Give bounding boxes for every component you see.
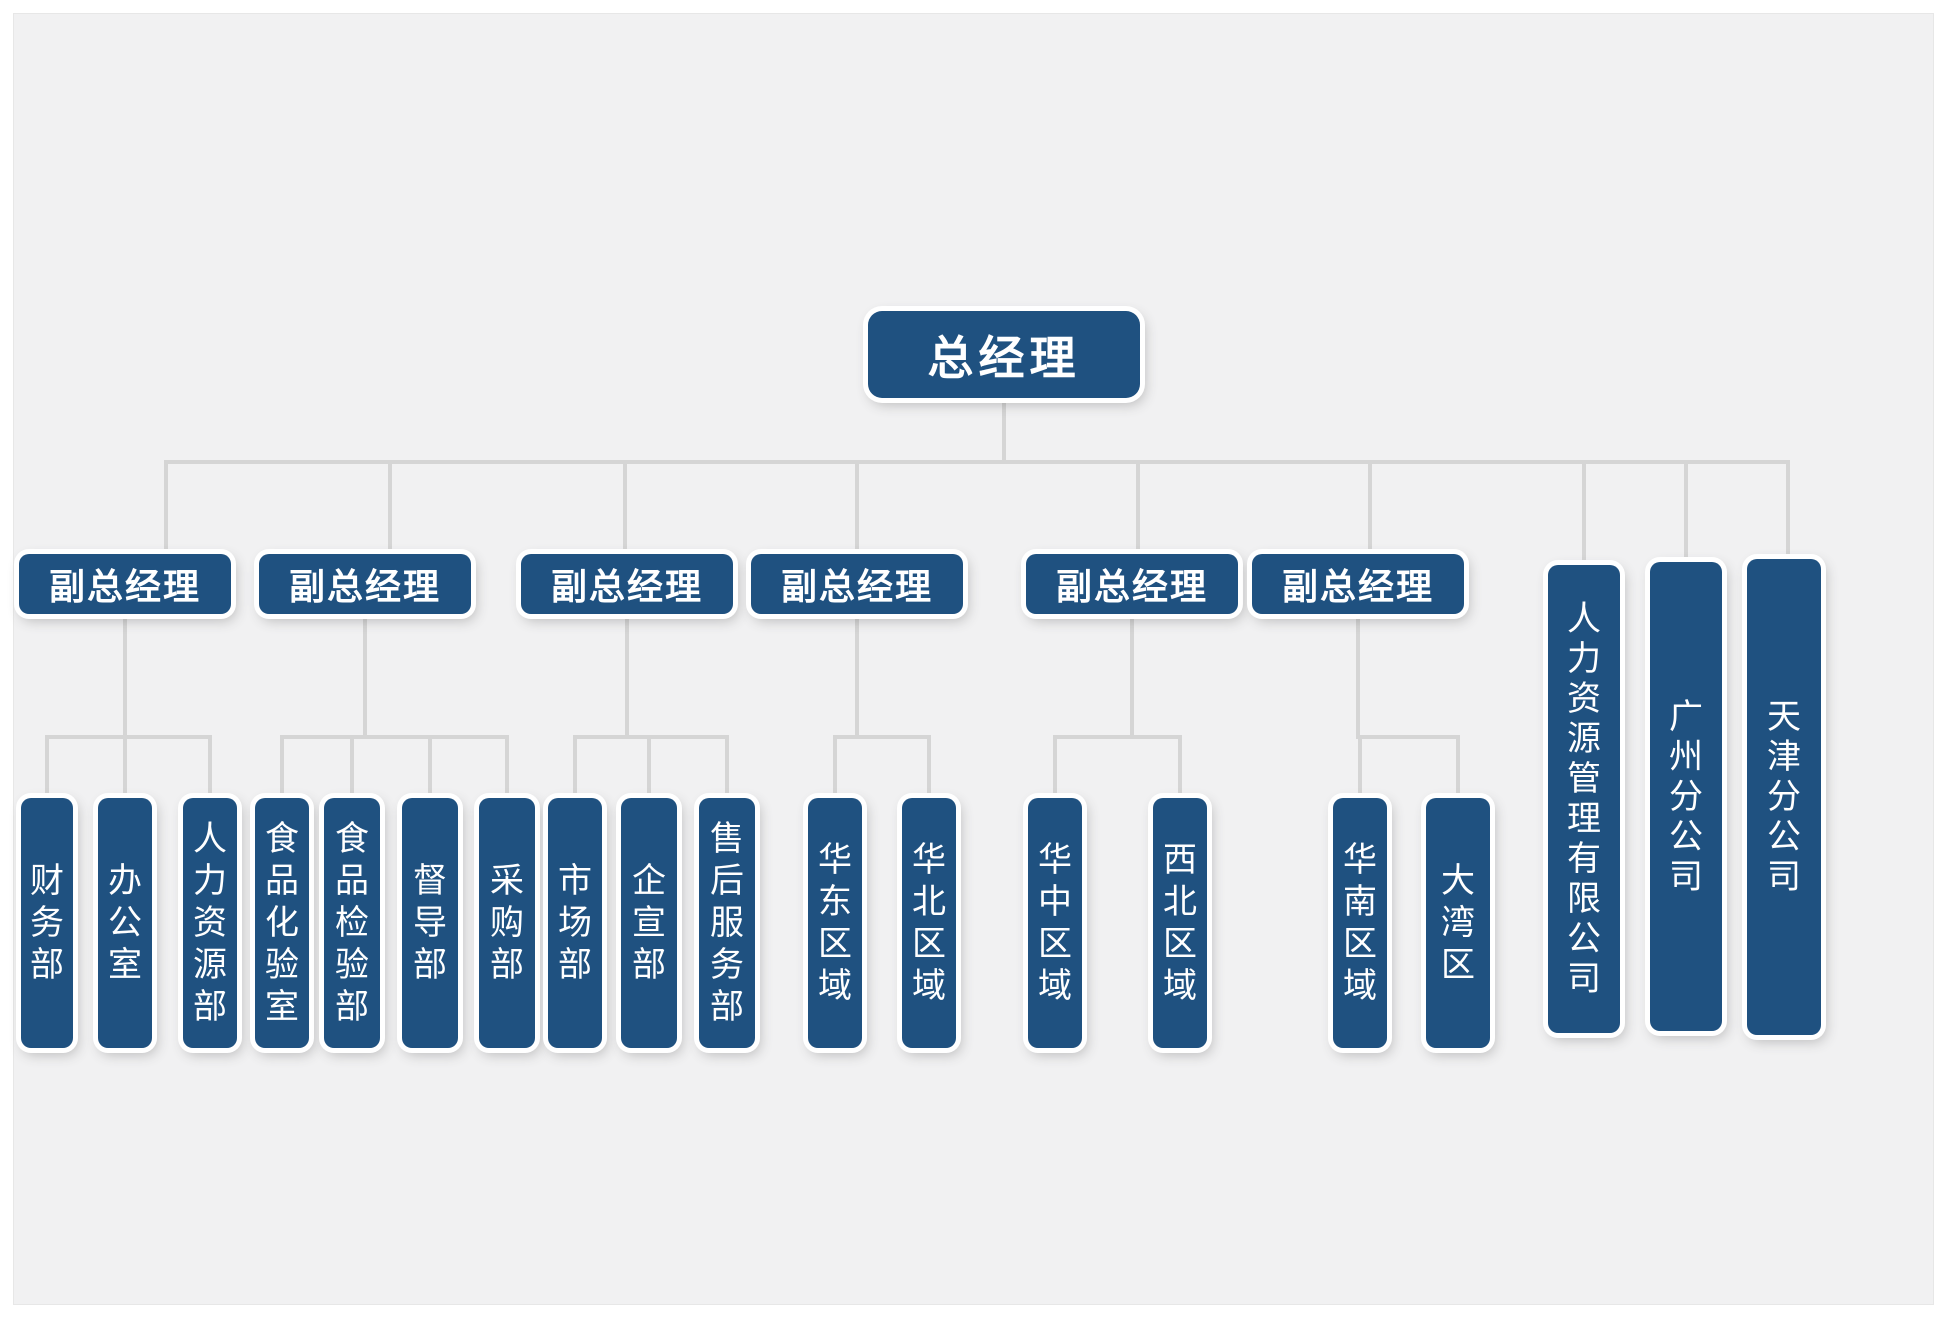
connector-group2-hbar — [280, 735, 509, 739]
connector-group1-drop-1 — [45, 735, 49, 802]
connector-group5-trunk — [1130, 612, 1134, 737]
connector-group4-hbar — [833, 735, 931, 739]
connector-group2-drop-2 — [350, 735, 354, 802]
node-label: 人力资源部 — [193, 819, 227, 1027]
connector-group3-trunk — [625, 612, 629, 737]
connector-group3-drop-2 — [647, 735, 651, 802]
node-hr-dept[interactable]: 人力资源部 — [183, 798, 237, 1048]
node-label: 市场部 — [558, 861, 592, 985]
node-label: 副总经理 — [780, 567, 933, 608]
connector-group1-drop-2 — [123, 735, 127, 802]
node-pr-dept[interactable]: 企宣部 — [621, 798, 677, 1048]
connector-group5-hbar — [1053, 735, 1182, 739]
node-deputy-gm-1[interactable]: 副总经理 — [19, 554, 231, 614]
chart-canvas — [13, 13, 1934, 1305]
connector-group4-drop-1 — [833, 735, 837, 802]
connector-root-trunk — [1002, 398, 1006, 464]
node-northwest-region[interactable]: 西北区域 — [1153, 798, 1207, 1048]
node-office[interactable]: 办公室 — [98, 798, 152, 1048]
node-greater-bay-area[interactable]: 大湾区 — [1426, 798, 1490, 1048]
node-purchasing-dept[interactable]: 采购部 — [479, 798, 535, 1048]
connector-group3-drop-1 — [573, 735, 577, 802]
connector-group4-trunk — [855, 612, 859, 737]
node-deputy-gm-4[interactable]: 副总经理 — [751, 554, 963, 614]
connector-drop-affiliate-2 — [1684, 460, 1688, 564]
node-label: 食品化验室 — [265, 819, 299, 1027]
connector-group1-trunk — [123, 612, 127, 737]
connector-group2-drop-1 — [280, 735, 284, 802]
node-market-dept[interactable]: 市场部 — [548, 798, 602, 1048]
connector-group2-drop-4 — [505, 735, 509, 802]
node-finance-dept[interactable]: 财务部 — [21, 798, 73, 1048]
node-deputy-gm-3[interactable]: 副总经理 — [521, 554, 733, 614]
node-label: 采购部 — [490, 861, 524, 985]
connector-group6-drop-1 — [1358, 735, 1362, 802]
node-food-lab[interactable]: 食品化验室 — [255, 798, 309, 1048]
connector-group3-drop-3 — [725, 735, 729, 802]
node-label: 华北区域 — [912, 840, 946, 1006]
node-label: 广州分公司 — [1669, 696, 1703, 897]
connector-group2-drop-3 — [428, 735, 432, 802]
connector-group4-drop-2 — [927, 735, 931, 802]
node-deputy-gm-6[interactable]: 副总经理 — [1252, 554, 1464, 614]
node-label: 办公室 — [108, 861, 142, 985]
node-label: 副总经理 — [550, 567, 703, 608]
node-deputy-gm-5[interactable]: 副总经理 — [1026, 554, 1238, 614]
node-label: 人力资源管理有限公司 — [1567, 599, 1601, 999]
node-label: 西北区域 — [1163, 840, 1197, 1006]
node-deputy-gm-2[interactable]: 副总经理 — [259, 554, 471, 614]
connector-group6-drop-2 — [1456, 735, 1460, 802]
connector-group3-hbar — [573, 735, 729, 739]
node-general-manager[interactable]: 总经理 — [868, 311, 1140, 398]
node-food-inspection-dept[interactable]: 食品检验部 — [324, 798, 380, 1048]
node-label: 副总经理 — [1055, 567, 1208, 608]
connector-drop-deputy-2 — [388, 460, 392, 556]
node-label: 华中区域 — [1038, 840, 1072, 1006]
connector-drop-deputy-5 — [1136, 460, 1140, 556]
connector-drop-affiliate-1 — [1582, 460, 1586, 567]
connector-group5-drop-1 — [1053, 735, 1057, 802]
node-label: 副总经理 — [288, 567, 441, 608]
node-label: 财务部 — [30, 861, 64, 985]
connector-drop-deputy-1 — [164, 460, 168, 556]
node-north-china-region[interactable]: 华北区域 — [902, 798, 956, 1048]
node-label: 华东区域 — [818, 840, 852, 1006]
node-central-china-region[interactable]: 华中区域 — [1028, 798, 1082, 1048]
node-label: 副总经理 — [1281, 567, 1434, 608]
connector-group1-drop-3 — [208, 735, 212, 802]
node-after-sales-dept[interactable]: 售后服务部 — [699, 798, 755, 1048]
connector-drop-deputy-3 — [623, 460, 627, 556]
node-south-china-region[interactable]: 华南区域 — [1333, 798, 1387, 1048]
connector-group1-hbar — [45, 735, 212, 739]
connector-group6-hbar — [1356, 735, 1460, 739]
node-label: 副总经理 — [48, 567, 201, 608]
connector-group2-trunk — [363, 612, 367, 737]
node-label: 天津分公司 — [1767, 697, 1801, 897]
node-label: 督导部 — [413, 861, 447, 985]
node-hr-management-company[interactable]: 人力资源管理有限公司 — [1548, 565, 1620, 1033]
node-label: 总经理 — [927, 330, 1081, 385]
node-label: 大湾区 — [1441, 861, 1475, 985]
node-tianjin-branch[interactable]: 天津分公司 — [1747, 559, 1821, 1035]
node-east-china-region[interactable]: 华东区域 — [808, 798, 862, 1048]
connector-drop-affiliate-3 — [1786, 460, 1790, 561]
connector-group5-drop-2 — [1178, 735, 1182, 802]
connector-group6-trunk — [1356, 612, 1360, 737]
node-label: 食品检验部 — [335, 819, 369, 1027]
node-supervision-dept[interactable]: 督导部 — [402, 798, 458, 1048]
connector-drop-deputy-4 — [855, 460, 859, 556]
node-label: 售后服务部 — [710, 819, 744, 1027]
connector-drop-deputy-6 — [1368, 460, 1372, 556]
node-label: 华南区域 — [1343, 840, 1377, 1006]
node-guangzhou-branch[interactable]: 广州分公司 — [1650, 562, 1722, 1031]
connector-level1-hbar — [164, 460, 1790, 464]
node-label: 企宣部 — [632, 861, 666, 985]
